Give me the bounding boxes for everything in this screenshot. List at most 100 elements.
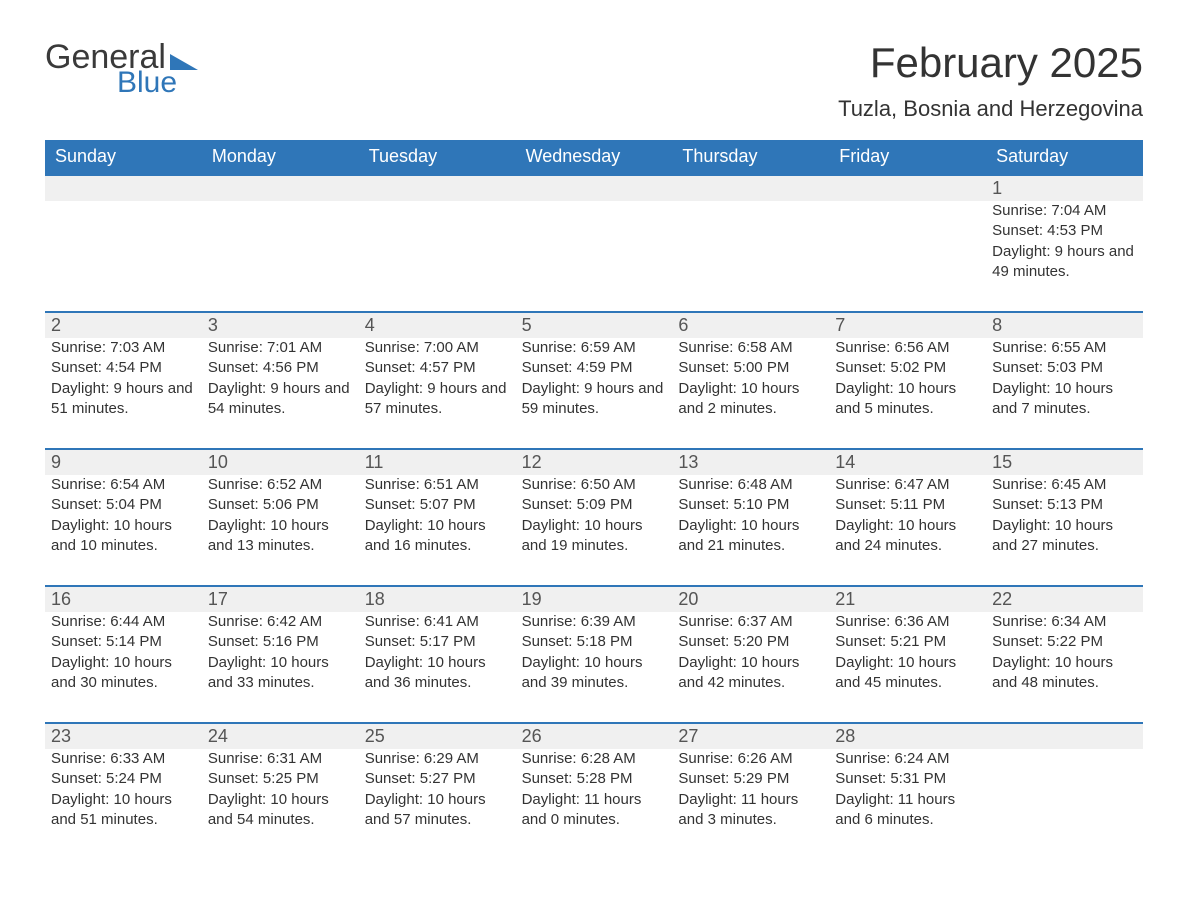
sunset-line: Sunset: 5:29 PM [678, 769, 823, 789]
sunset-line: Sunset: 4:56 PM [208, 358, 353, 378]
day-cell: Sunrise: 6:26 AMSunset: 5:29 PMDaylight:… [672, 749, 829, 859]
day-number: 27 [672, 724, 829, 749]
weekday-header: Monday [202, 140, 359, 174]
sunset-line: Sunset: 5:21 PM [835, 632, 980, 652]
day-number: 8 [986, 313, 1143, 338]
day-number: 25 [359, 724, 516, 749]
day-cell: Sunrise: 6:50 AMSunset: 5:09 PMDaylight:… [516, 475, 673, 585]
sunrise-line: Sunrise: 6:41 AM [365, 612, 510, 632]
day-cell: Sunrise: 7:00 AMSunset: 4:57 PMDaylight:… [359, 338, 516, 448]
sunset-line: Sunset: 4:59 PM [522, 358, 667, 378]
weekday-header: Friday [829, 140, 986, 174]
logo-text-blue: Blue [117, 68, 198, 98]
day-number: 22 [986, 587, 1143, 612]
daylight-line: Daylight: 10 hours and 42 minutes. [678, 653, 823, 694]
week-row: Sunrise: 6:33 AMSunset: 5:24 PMDaylight:… [45, 749, 1143, 859]
daynum-strip: 1 [45, 174, 1143, 201]
sunrise-line: Sunrise: 6:33 AM [51, 749, 196, 769]
sunset-line: Sunset: 5:17 PM [365, 632, 510, 652]
day-number: 4 [359, 313, 516, 338]
day-cell: Sunrise: 6:44 AMSunset: 5:14 PMDaylight:… [45, 612, 202, 722]
day-cell: Sunrise: 6:47 AMSunset: 5:11 PMDaylight:… [829, 475, 986, 585]
day-number: 1 [986, 176, 1143, 201]
weekday-header: Wednesday [516, 140, 673, 174]
daylight-line: Daylight: 10 hours and 19 minutes. [522, 516, 667, 557]
sunset-line: Sunset: 5:13 PM [992, 495, 1137, 515]
sunset-line: Sunset: 5:02 PM [835, 358, 980, 378]
day-number-empty [986, 724, 1143, 749]
sunset-line: Sunset: 5:06 PM [208, 495, 353, 515]
sunrise-line: Sunrise: 6:56 AM [835, 338, 980, 358]
day-cell: Sunrise: 6:36 AMSunset: 5:21 PMDaylight:… [829, 612, 986, 722]
daylight-line: Daylight: 10 hours and 51 minutes. [51, 790, 196, 831]
day-cell: Sunrise: 6:55 AMSunset: 5:03 PMDaylight:… [986, 338, 1143, 448]
day-cell: Sunrise: 6:42 AMSunset: 5:16 PMDaylight:… [202, 612, 359, 722]
day-number: 12 [516, 450, 673, 475]
day-cell: Sunrise: 6:48 AMSunset: 5:10 PMDaylight:… [672, 475, 829, 585]
day-cell: Sunrise: 6:24 AMSunset: 5:31 PMDaylight:… [829, 749, 986, 859]
weekday-header: Tuesday [359, 140, 516, 174]
sunrise-line: Sunrise: 7:03 AM [51, 338, 196, 358]
sunrise-line: Sunrise: 6:24 AM [835, 749, 980, 769]
daylight-line: Daylight: 10 hours and 16 minutes. [365, 516, 510, 557]
sunrise-line: Sunrise: 6:31 AM [208, 749, 353, 769]
week-row: Sunrise: 7:04 AMSunset: 4:53 PMDaylight:… [45, 201, 1143, 311]
day-number: 10 [202, 450, 359, 475]
sunrise-line: Sunrise: 7:01 AM [208, 338, 353, 358]
daylight-line: Daylight: 10 hours and 7 minutes. [992, 379, 1137, 420]
day-cell-empty [829, 201, 986, 311]
daylight-line: Daylight: 10 hours and 27 minutes. [992, 516, 1137, 557]
sunrise-line: Sunrise: 6:47 AM [835, 475, 980, 495]
day-number-empty [359, 176, 516, 201]
day-number: 17 [202, 587, 359, 612]
day-number: 2 [45, 313, 202, 338]
day-number: 13 [672, 450, 829, 475]
day-number: 11 [359, 450, 516, 475]
sunrise-line: Sunrise: 7:00 AM [365, 338, 510, 358]
day-cell-empty [986, 749, 1143, 859]
day-cell: Sunrise: 7:03 AMSunset: 4:54 PMDaylight:… [45, 338, 202, 448]
day-number-empty [45, 176, 202, 201]
sunrise-line: Sunrise: 6:37 AM [678, 612, 823, 632]
sunset-line: Sunset: 5:10 PM [678, 495, 823, 515]
daylight-line: Daylight: 9 hours and 54 minutes. [208, 379, 353, 420]
sunset-line: Sunset: 5:07 PM [365, 495, 510, 515]
day-cell: Sunrise: 6:28 AMSunset: 5:28 PMDaylight:… [516, 749, 673, 859]
daylight-line: Daylight: 10 hours and 54 minutes. [208, 790, 353, 831]
logo: General Blue [45, 40, 198, 98]
day-number: 7 [829, 313, 986, 338]
daylight-line: Daylight: 10 hours and 30 minutes. [51, 653, 196, 694]
sunset-line: Sunset: 4:53 PM [992, 221, 1137, 241]
day-number: 20 [672, 587, 829, 612]
weeks-container: 1Sunrise: 7:04 AMSunset: 4:53 PMDaylight… [45, 174, 1143, 859]
day-number: 26 [516, 724, 673, 749]
sunset-line: Sunset: 5:31 PM [835, 769, 980, 789]
sunrise-line: Sunrise: 6:48 AM [678, 475, 823, 495]
day-cell: Sunrise: 6:31 AMSunset: 5:25 PMDaylight:… [202, 749, 359, 859]
month-title: February 2025 [838, 40, 1143, 86]
sunrise-line: Sunrise: 6:42 AM [208, 612, 353, 632]
calendar: SundayMondayTuesdayWednesdayThursdayFrid… [45, 140, 1143, 859]
day-number: 15 [986, 450, 1143, 475]
daylight-line: Daylight: 10 hours and 39 minutes. [522, 653, 667, 694]
weekday-header: Saturday [986, 140, 1143, 174]
day-cell: Sunrise: 7:01 AMSunset: 4:56 PMDaylight:… [202, 338, 359, 448]
sunset-line: Sunset: 5:18 PM [522, 632, 667, 652]
sunrise-line: Sunrise: 6:52 AM [208, 475, 353, 495]
daylight-line: Daylight: 10 hours and 24 minutes. [835, 516, 980, 557]
daylight-line: Daylight: 10 hours and 36 minutes. [365, 653, 510, 694]
day-cell: Sunrise: 6:37 AMSunset: 5:20 PMDaylight:… [672, 612, 829, 722]
sunset-line: Sunset: 5:27 PM [365, 769, 510, 789]
day-number: 6 [672, 313, 829, 338]
day-number-empty [829, 176, 986, 201]
day-number: 28 [829, 724, 986, 749]
day-cell: Sunrise: 6:41 AMSunset: 5:17 PMDaylight:… [359, 612, 516, 722]
sunset-line: Sunset: 4:54 PM [51, 358, 196, 378]
sunset-line: Sunset: 5:14 PM [51, 632, 196, 652]
sunset-line: Sunset: 5:00 PM [678, 358, 823, 378]
sunset-line: Sunset: 5:22 PM [992, 632, 1137, 652]
day-cell: Sunrise: 6:56 AMSunset: 5:02 PMDaylight:… [829, 338, 986, 448]
daylight-line: Daylight: 10 hours and 13 minutes. [208, 516, 353, 557]
day-cell: Sunrise: 6:51 AMSunset: 5:07 PMDaylight:… [359, 475, 516, 585]
sunrise-line: Sunrise: 6:26 AM [678, 749, 823, 769]
